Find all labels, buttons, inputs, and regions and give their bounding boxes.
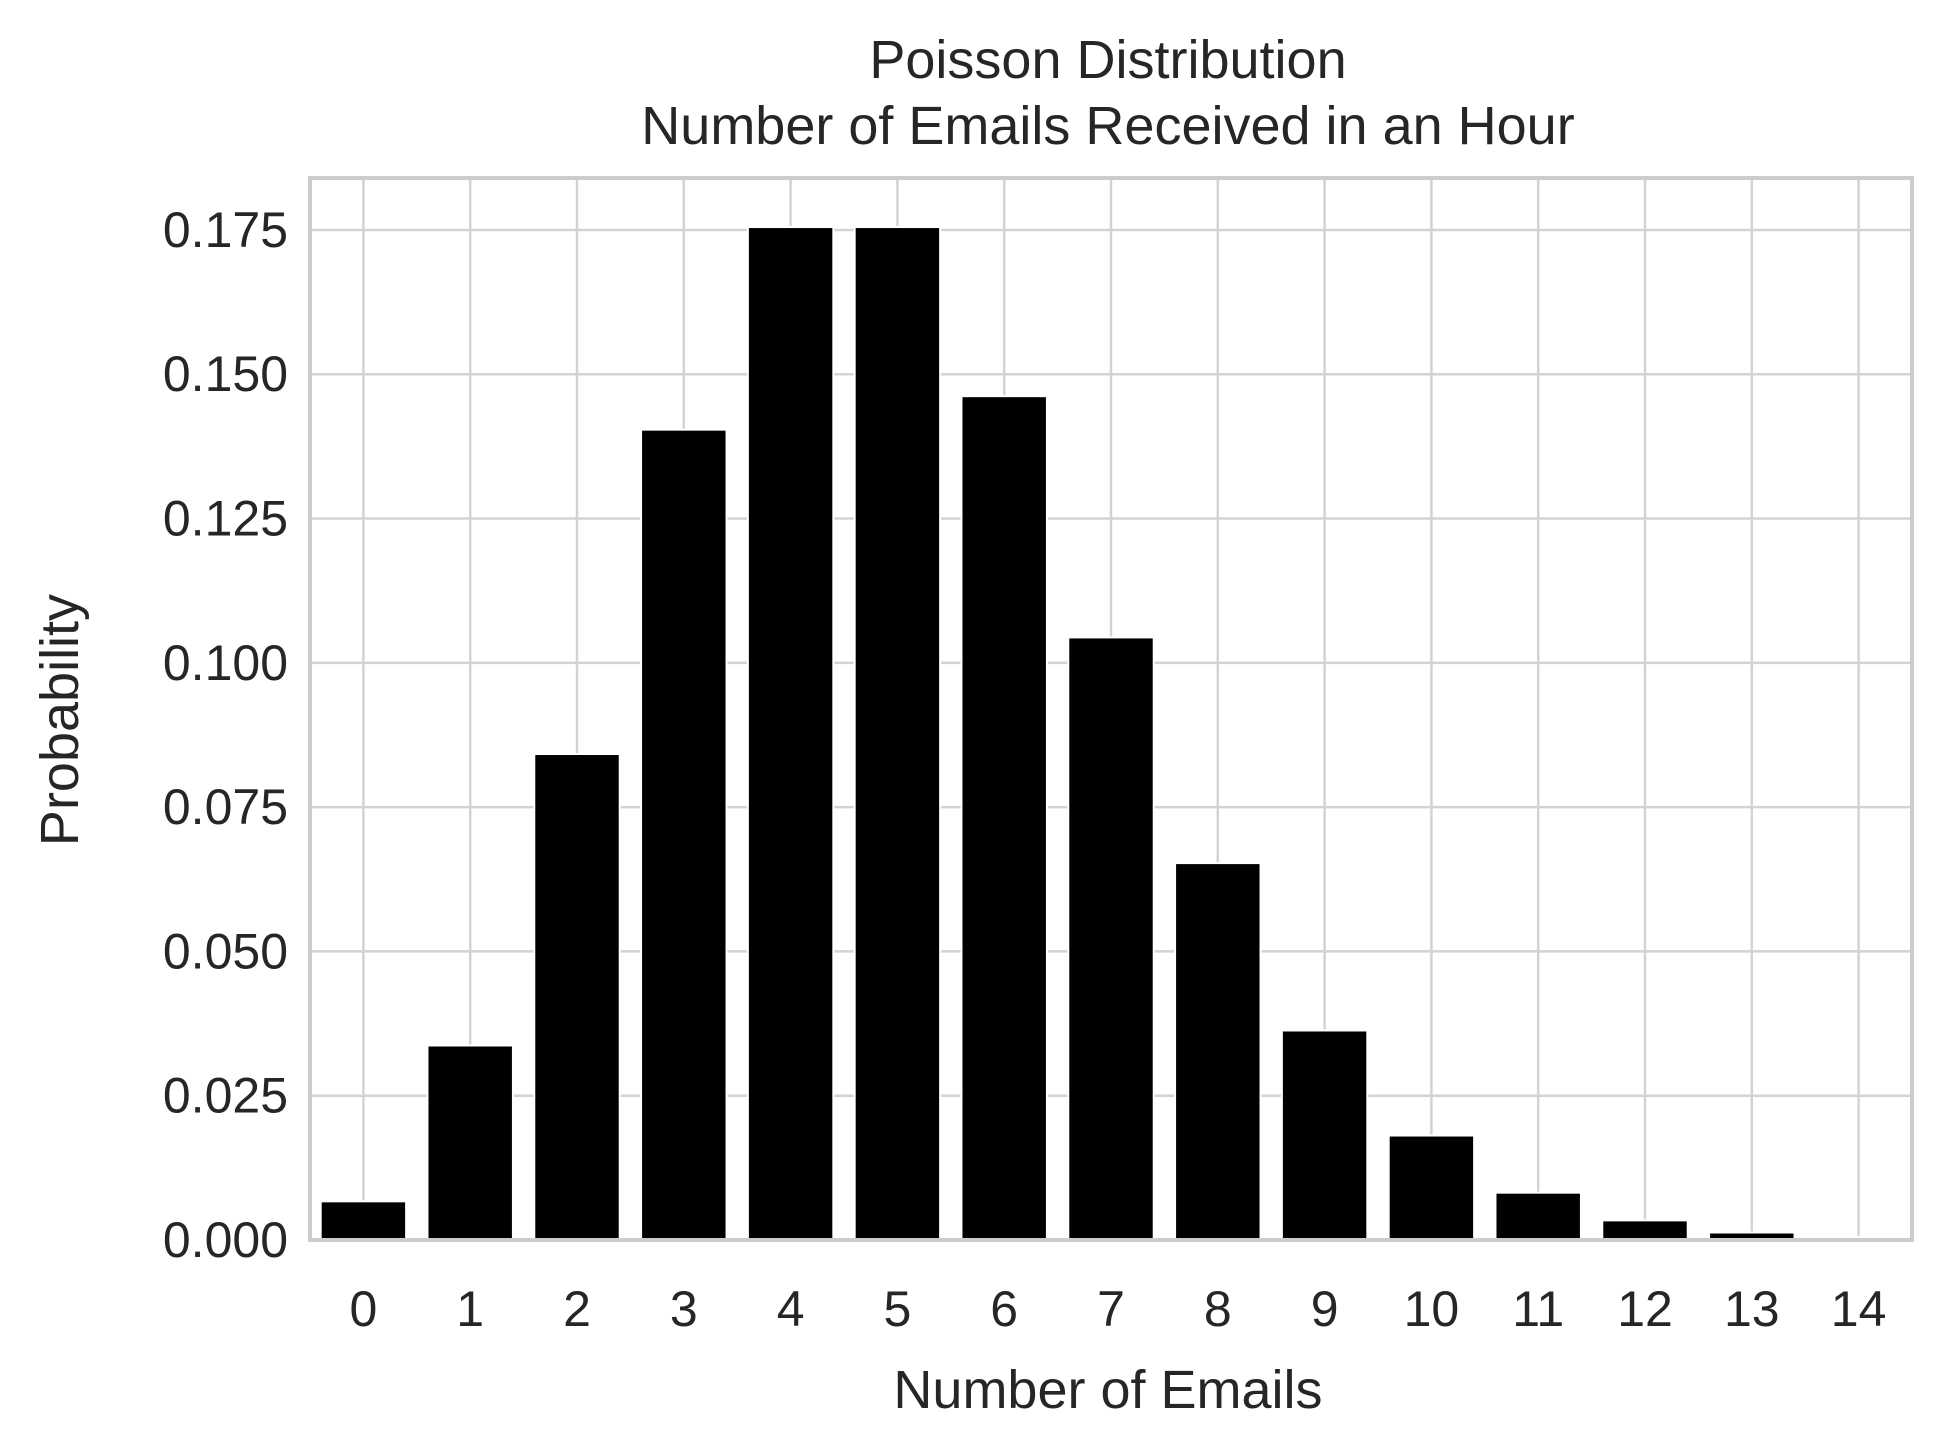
x-tick-label: 14: [1831, 1281, 1887, 1337]
y-tick-label: 0.150: [163, 346, 288, 402]
x-tick-label: 0: [349, 1281, 377, 1337]
y-tick-label: 0.050: [163, 923, 288, 979]
x-tick-label: 9: [1311, 1281, 1339, 1337]
x-tick-label: 1: [456, 1281, 484, 1337]
x-tick-label: 12: [1617, 1281, 1673, 1337]
bar-10: [1387, 1134, 1476, 1241]
bars: [319, 226, 1903, 1242]
y-tick-label: 0.100: [163, 635, 288, 691]
y-tick-label: 0.175: [163, 202, 288, 258]
bar-9: [1280, 1029, 1369, 1241]
chart-title: Poisson Distribution: [869, 30, 1346, 90]
chart-subtitle: Number of Emails Received in an Hour: [641, 96, 1574, 156]
bar-3: [640, 428, 728, 1241]
y-tick-label: 0.025: [163, 1068, 288, 1124]
bar-8: [1174, 862, 1262, 1241]
y-tick-label: 0.125: [163, 491, 288, 547]
x-tick-label: 10: [1404, 1281, 1460, 1337]
bar-12: [1601, 1219, 1689, 1242]
x-tick-label: 8: [1204, 1281, 1232, 1337]
x-tick-label: 6: [990, 1281, 1018, 1337]
y-tick-label: 0.000: [163, 1212, 288, 1268]
y-tick-label: 0.075: [163, 779, 288, 835]
x-tick-label: 5: [883, 1281, 911, 1337]
x-tick-label: 7: [1097, 1281, 1125, 1337]
plot-frame: [308, 176, 1914, 1242]
x-tick-label: 2: [563, 1281, 591, 1337]
x-tick-label: 13: [1724, 1281, 1780, 1337]
bar-11: [1494, 1191, 1582, 1242]
bar-0: [319, 1200, 408, 1241]
bar-5: [853, 226, 942, 1242]
bar-7: [1067, 636, 1155, 1241]
x-tick-labels: 0 1 2 3 4 5 6 7 8 9 10 11 12 13 14: [349, 1281, 1886, 1337]
bar-6: [960, 395, 1048, 1241]
x-tick-label: 4: [777, 1281, 805, 1337]
x-axis-label: Number of Emails: [893, 1360, 1322, 1420]
bar-1: [426, 1044, 514, 1242]
bar-2: [533, 753, 621, 1242]
x-tick-label: 11: [1512, 1281, 1564, 1337]
bar-4: [746, 226, 835, 1242]
y-tick-labels: 0.000 0.025 0.050 0.075 0.100 0.125 0.150 0.175: [163, 202, 288, 1268]
x-tick-label: 3: [670, 1281, 698, 1337]
y-axis-label: Probability: [30, 594, 90, 846]
